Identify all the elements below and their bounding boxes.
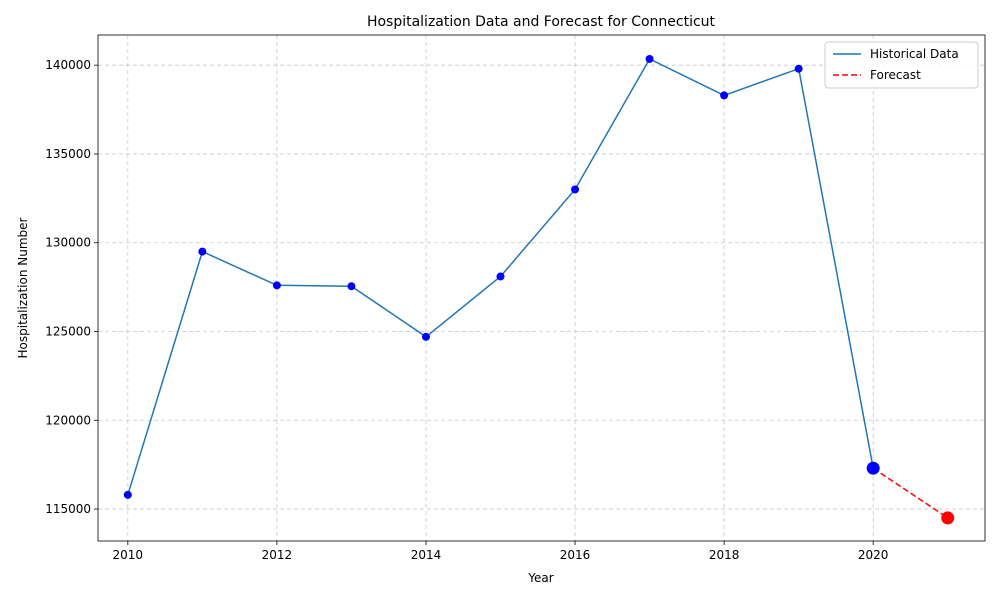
marker-historical	[496, 272, 505, 281]
x-axis-ticks: 2010 2012 2014 2016 2018 2020	[113, 541, 889, 562]
marker-historical	[198, 247, 207, 256]
y-tick-label: 135000	[45, 147, 91, 161]
marker-forecast	[941, 511, 955, 525]
x-tick-label: 2014	[411, 548, 442, 562]
y-tick-label: 125000	[45, 324, 91, 338]
marker-historical	[347, 282, 356, 291]
plot-frame	[97, 34, 986, 542]
x-tick-label: 2018	[709, 548, 740, 562]
legend-box	[824, 41, 979, 89]
marker-historical	[421, 332, 430, 341]
legend: Historical Data Forecast	[824, 41, 979, 89]
marker-historical	[720, 91, 729, 100]
x-axis-label: Year	[527, 571, 553, 585]
marker-historical	[645, 54, 654, 63]
x-tick-label: 2016	[560, 548, 591, 562]
y-tick-label: 120000	[45, 413, 91, 427]
markers	[123, 54, 955, 525]
x-tick-label: 2020	[858, 548, 889, 562]
x-tick-label: 2010	[113, 548, 144, 562]
marker-historical	[272, 281, 281, 290]
y-axis-ticks: 115000 120000 125000 130000 135000 140000	[45, 58, 98, 516]
legend-label-historical: Historical Data	[870, 47, 959, 61]
x-tick-label: 2012	[262, 548, 293, 562]
y-tick-label: 130000	[45, 236, 91, 250]
marker-historical	[123, 490, 132, 499]
grid	[98, 35, 985, 541]
marker-last-actual	[866, 461, 880, 475]
legend-label-forecast: Forecast	[870, 68, 921, 82]
chart-title: Hospitalization Data and Forecast for Co…	[367, 14, 716, 30]
y-tick-label: 115000	[45, 502, 91, 516]
y-axis-label: Hospitalization Number	[16, 217, 30, 358]
marker-historical	[794, 64, 803, 73]
marker-historical	[571, 185, 580, 194]
series-line-forecast	[872, 467, 949, 519]
y-tick-label: 140000	[45, 58, 91, 72]
